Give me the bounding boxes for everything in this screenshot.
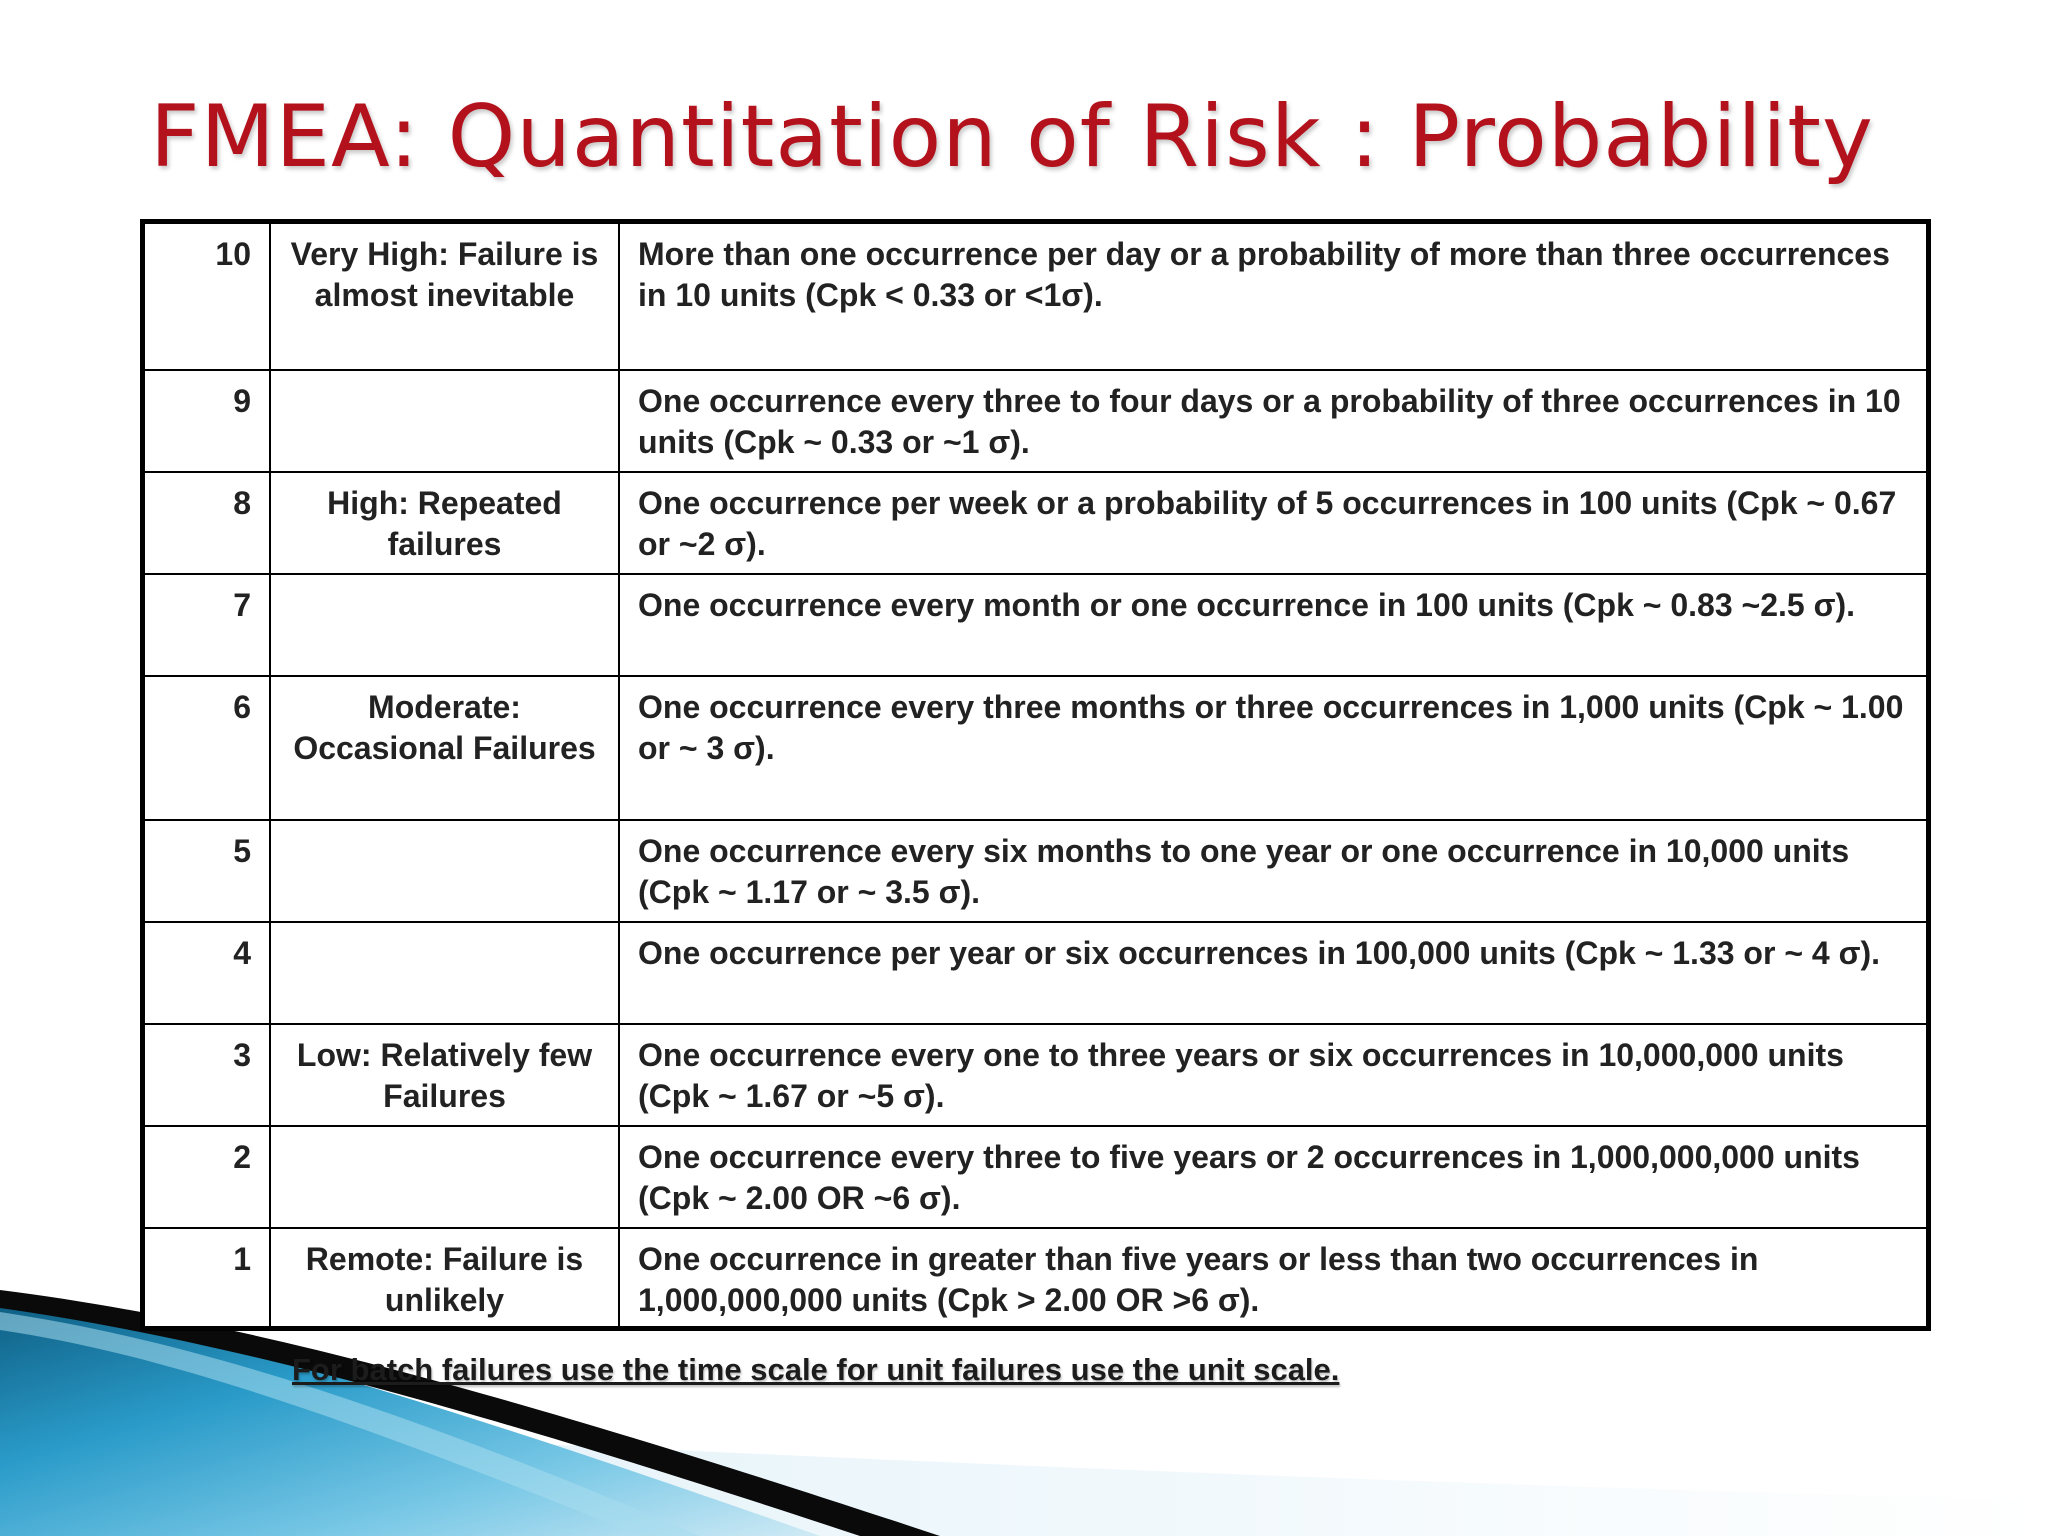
rank-cell: 3: [145, 1023, 271, 1127]
rank-cell: 1: [145, 1227, 271, 1330]
table-row: 6 Moderate: Occasional Failures One occu…: [145, 675, 1926, 821]
description-cell: More than one occurrence per day or a pr…: [618, 224, 1926, 371]
category-cell: [269, 369, 620, 473]
category-cell: [269, 573, 620, 677]
description-cell: One occurrence per week or a probability…: [618, 471, 1926, 575]
category-cell: [269, 819, 620, 923]
description-cell: One occurrence every one to three years …: [618, 1023, 1926, 1127]
description-cell: One occurrence per year or six occurrenc…: [618, 921, 1926, 1025]
description-cell: One occurrence every three months or thr…: [618, 675, 1926, 821]
description-cell: One occurrence every six months to one y…: [618, 819, 1926, 923]
rank-cell: 2: [145, 1125, 271, 1229]
category-cell: Remote: Failure is unlikely: [269, 1227, 620, 1330]
table-row: 8 High: Repeated failures One occurrence…: [145, 471, 1926, 575]
rank-cell: 8: [145, 471, 271, 575]
category-cell: [269, 1125, 620, 1229]
table-row: 2 One occurrence every three to five yea…: [145, 1125, 1926, 1229]
table-row: 4 One occurrence per year or six occurre…: [145, 921, 1926, 1025]
slide-title: FMEA: Quantitation of Risk : Probability: [150, 87, 1874, 187]
category-cell: Moderate: Occasional Failures: [269, 675, 620, 821]
rank-cell: 7: [145, 573, 271, 677]
description-cell: One occurrence every month or one occurr…: [618, 573, 1926, 677]
rank-cell: 9: [145, 369, 271, 473]
description-cell: One occurrence every three to five years…: [618, 1125, 1926, 1229]
table-row: 7 One occurrence every month or one occu…: [145, 573, 1926, 677]
rank-cell: 10: [145, 224, 271, 371]
table-row: 9 One occurrence every three to four day…: [145, 369, 1926, 473]
table-row: 3 Low: Relatively few Failures One occur…: [145, 1023, 1926, 1127]
table-row: 1 Remote: Failure is unlikely One occurr…: [145, 1227, 1926, 1330]
footnote: For batch failures use the time scale fo…: [292, 1352, 1340, 1387]
category-cell: [269, 921, 620, 1025]
rank-cell: 5: [145, 819, 271, 923]
rank-cell: 4: [145, 921, 271, 1025]
rank-cell: 6: [145, 675, 271, 821]
category-cell: Very High: Failure is almost inevitable: [269, 224, 620, 371]
table-row: 5 One occurrence every six months to one…: [145, 819, 1926, 923]
probability-table: 10 Very High: Failure is almost inevitab…: [140, 219, 1931, 1331]
table-row: 10 Very High: Failure is almost inevitab…: [145, 224, 1926, 371]
category-cell: High: Repeated failures: [269, 471, 620, 575]
category-cell: Low: Relatively few Failures: [269, 1023, 620, 1127]
description-cell: One occurrence every three to four days …: [618, 369, 1926, 473]
description-cell: One occurrence in greater than five year…: [618, 1227, 1926, 1330]
